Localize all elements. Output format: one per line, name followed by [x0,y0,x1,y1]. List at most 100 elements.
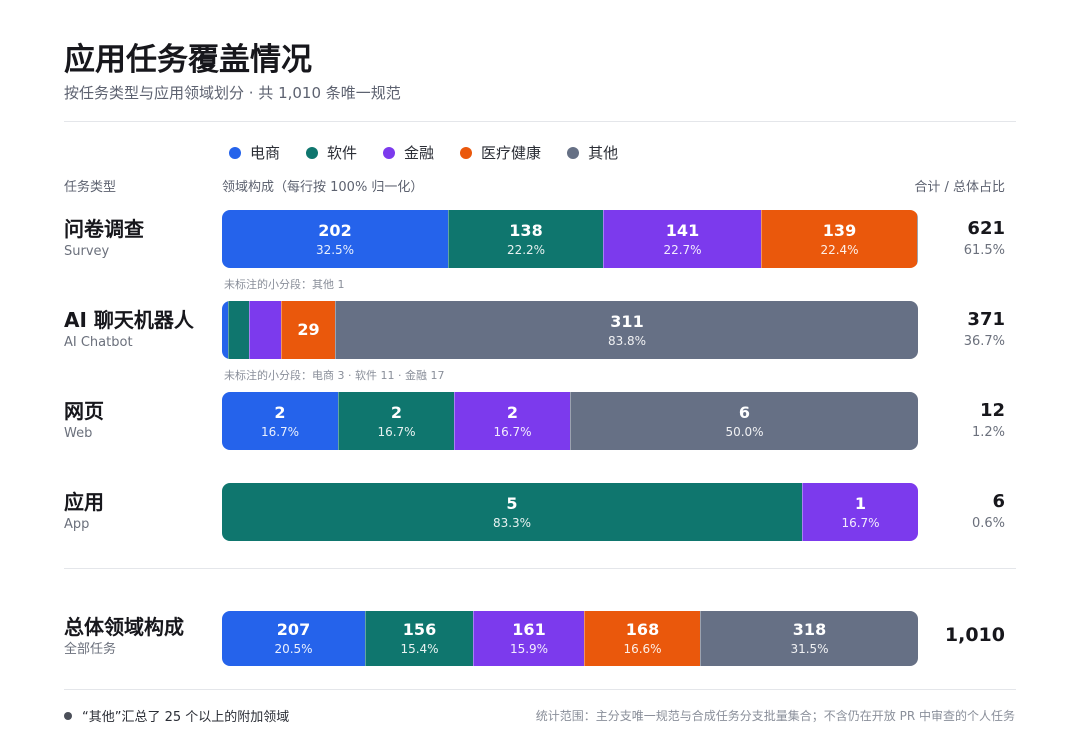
row-note: 未标注的小分段：电商 3 · 软件 11 · 金融 17 [224,369,445,382]
total-share: 61.5% [963,243,1005,258]
segment-percent: 31.5% [790,642,829,656]
legend: 电商 软件 金融 医疗健康 其他 [229,142,618,163]
bullet-icon [64,711,72,720]
legend-label: 其他 [588,144,619,162]
segment-percent: 83.3% [492,515,532,530]
legend-item: 金融 [383,142,434,163]
stacked-bar: 5 83.3% 1 16.7% [222,483,918,541]
segment-value: 2 [390,402,403,422]
row-total: 6 0.6% [972,491,1005,533]
bar-segment: 168 16.6% [584,611,700,666]
segment-value: 318 [792,620,827,639]
total-value: 621 [967,218,1005,239]
header-divider [64,121,1016,122]
total-value: 1,010 [944,624,1005,646]
segment-value: 5 [506,493,518,513]
segment-value: 138 [509,220,543,240]
segment-value: 207 [276,620,311,639]
page-subtitle: 按任务类型与应用领域划分 · 共 1,010 条唯一规范 [64,84,401,102]
row-subtitle: Web [64,426,93,441]
bar-segment: 138 22.2% [448,210,603,268]
row-title: 问卷调查 [64,217,144,241]
row-title: 总体领域构成 [64,615,184,639]
row-total: 12 1.2% [972,400,1005,442]
row-label: 问卷调查 Survey [64,216,144,261]
legend-swatch [229,146,241,159]
total-share: 36.7% [963,334,1005,349]
row-total: 371 36.7% [964,309,1005,351]
bar-segment: 161 15.9% [473,611,584,666]
bar-segment: 139 22.4% [761,210,917,268]
segment-value: 2 [506,402,519,422]
bar-segment: 1 16.7% [802,483,918,541]
bar-segment: 2 16.7% [454,392,570,450]
bar-segment [228,301,249,359]
segment-value: 202 [318,220,352,240]
legend-label: 金融 [404,144,435,162]
legend-item: 电商 [229,142,280,163]
legend-item: 软件 [306,142,357,163]
row-subtitle: Survey [64,244,110,259]
legend-label: 软件 [327,144,358,162]
row-label: 网页 Web [64,398,104,443]
segment-percent: 22.7% [663,242,702,257]
column-header-composition: 领域构成（每行按 100% 归一化） [222,180,424,195]
bar-segment: 156 15.4% [365,611,473,666]
segment-percent: 20.5% [274,642,313,656]
footer-divider [64,689,1016,690]
segment-percent: 15.9% [509,642,549,656]
row-subtitle: AI Chatbot [64,335,133,350]
segment-percent: 16.7% [377,424,416,439]
column-header-total: 合计 / 总体占比 [914,180,1005,195]
segment-percent: 15.4% [400,642,439,656]
bar-segment: 202 32.5% [222,210,448,268]
segment-percent: 83.8% [607,333,647,348]
stacked-bar: 29 311 83.8% [222,301,918,359]
segment-percent: 16.6% [623,642,662,656]
bar-segment [222,301,228,359]
footnote-right: 统计范围：主分支唯一规范与合成任务分支批量集合；不含仍在开放 PR 中审查的个人… [535,709,1015,723]
segment-value: 1 [854,493,867,513]
total-share: 0.6% [971,516,1005,531]
segment-percent: 16.7% [493,424,532,439]
segment-value: 168 [625,620,660,639]
total-share: 1.2% [971,425,1005,440]
segment-value: 156 [402,620,437,639]
legend-item: 医疗健康 [460,142,541,163]
legend-swatch [306,146,319,159]
bar-segment: 29 [281,301,335,359]
legend-swatch [383,146,396,159]
segment-value: 141 [665,220,700,240]
segment-value: 29 [297,320,320,339]
row-total: 621 61.5% [964,218,1005,260]
row-title: 网页 [64,399,104,423]
legend-label: 电商 [250,144,281,162]
row-total: 1,010 [945,624,1005,646]
segment-percent: 16.7% [841,515,880,530]
segment-value: 139 [822,220,857,240]
row-label: AI 聊天机器人 AI Chatbot [64,307,194,352]
footnote-text: “其他”汇总了 25 个以上的附加领域 [82,710,290,725]
legend-item: 其他 [567,142,618,163]
page-title: 应用任务覆盖情况 [64,42,312,78]
row-subtitle: App [64,517,90,532]
segment-percent: 32.5% [315,242,355,257]
bar-segment [249,301,281,359]
segment-percent: 50.0% [725,424,764,439]
segment-percent: 16.7% [260,424,300,439]
bar-segment [917,210,918,268]
total-value: 12 [979,400,1005,421]
bar-segment: 141 22.7% [603,210,761,268]
bar-segment: 311 83.8% [335,301,918,359]
bar-segment: 318 31.5% [700,611,918,666]
row-label: 应用 App [64,489,104,534]
bar-segment: 6 50.0% [570,392,918,450]
segment-percent: 22.2% [506,242,546,257]
segment-value: 6 [738,402,751,422]
row-label: 总体领域构成 全部任务 [64,614,184,659]
segment-value: 161 [512,620,546,639]
stacked-bar: 2 16.7% 2 16.7% 2 16.7% 6 50.0% [222,392,918,450]
legend-label: 医疗健康 [481,144,542,162]
legend-swatch [460,146,473,159]
row-note: 未标注的小分段：其他 1 [224,278,345,291]
